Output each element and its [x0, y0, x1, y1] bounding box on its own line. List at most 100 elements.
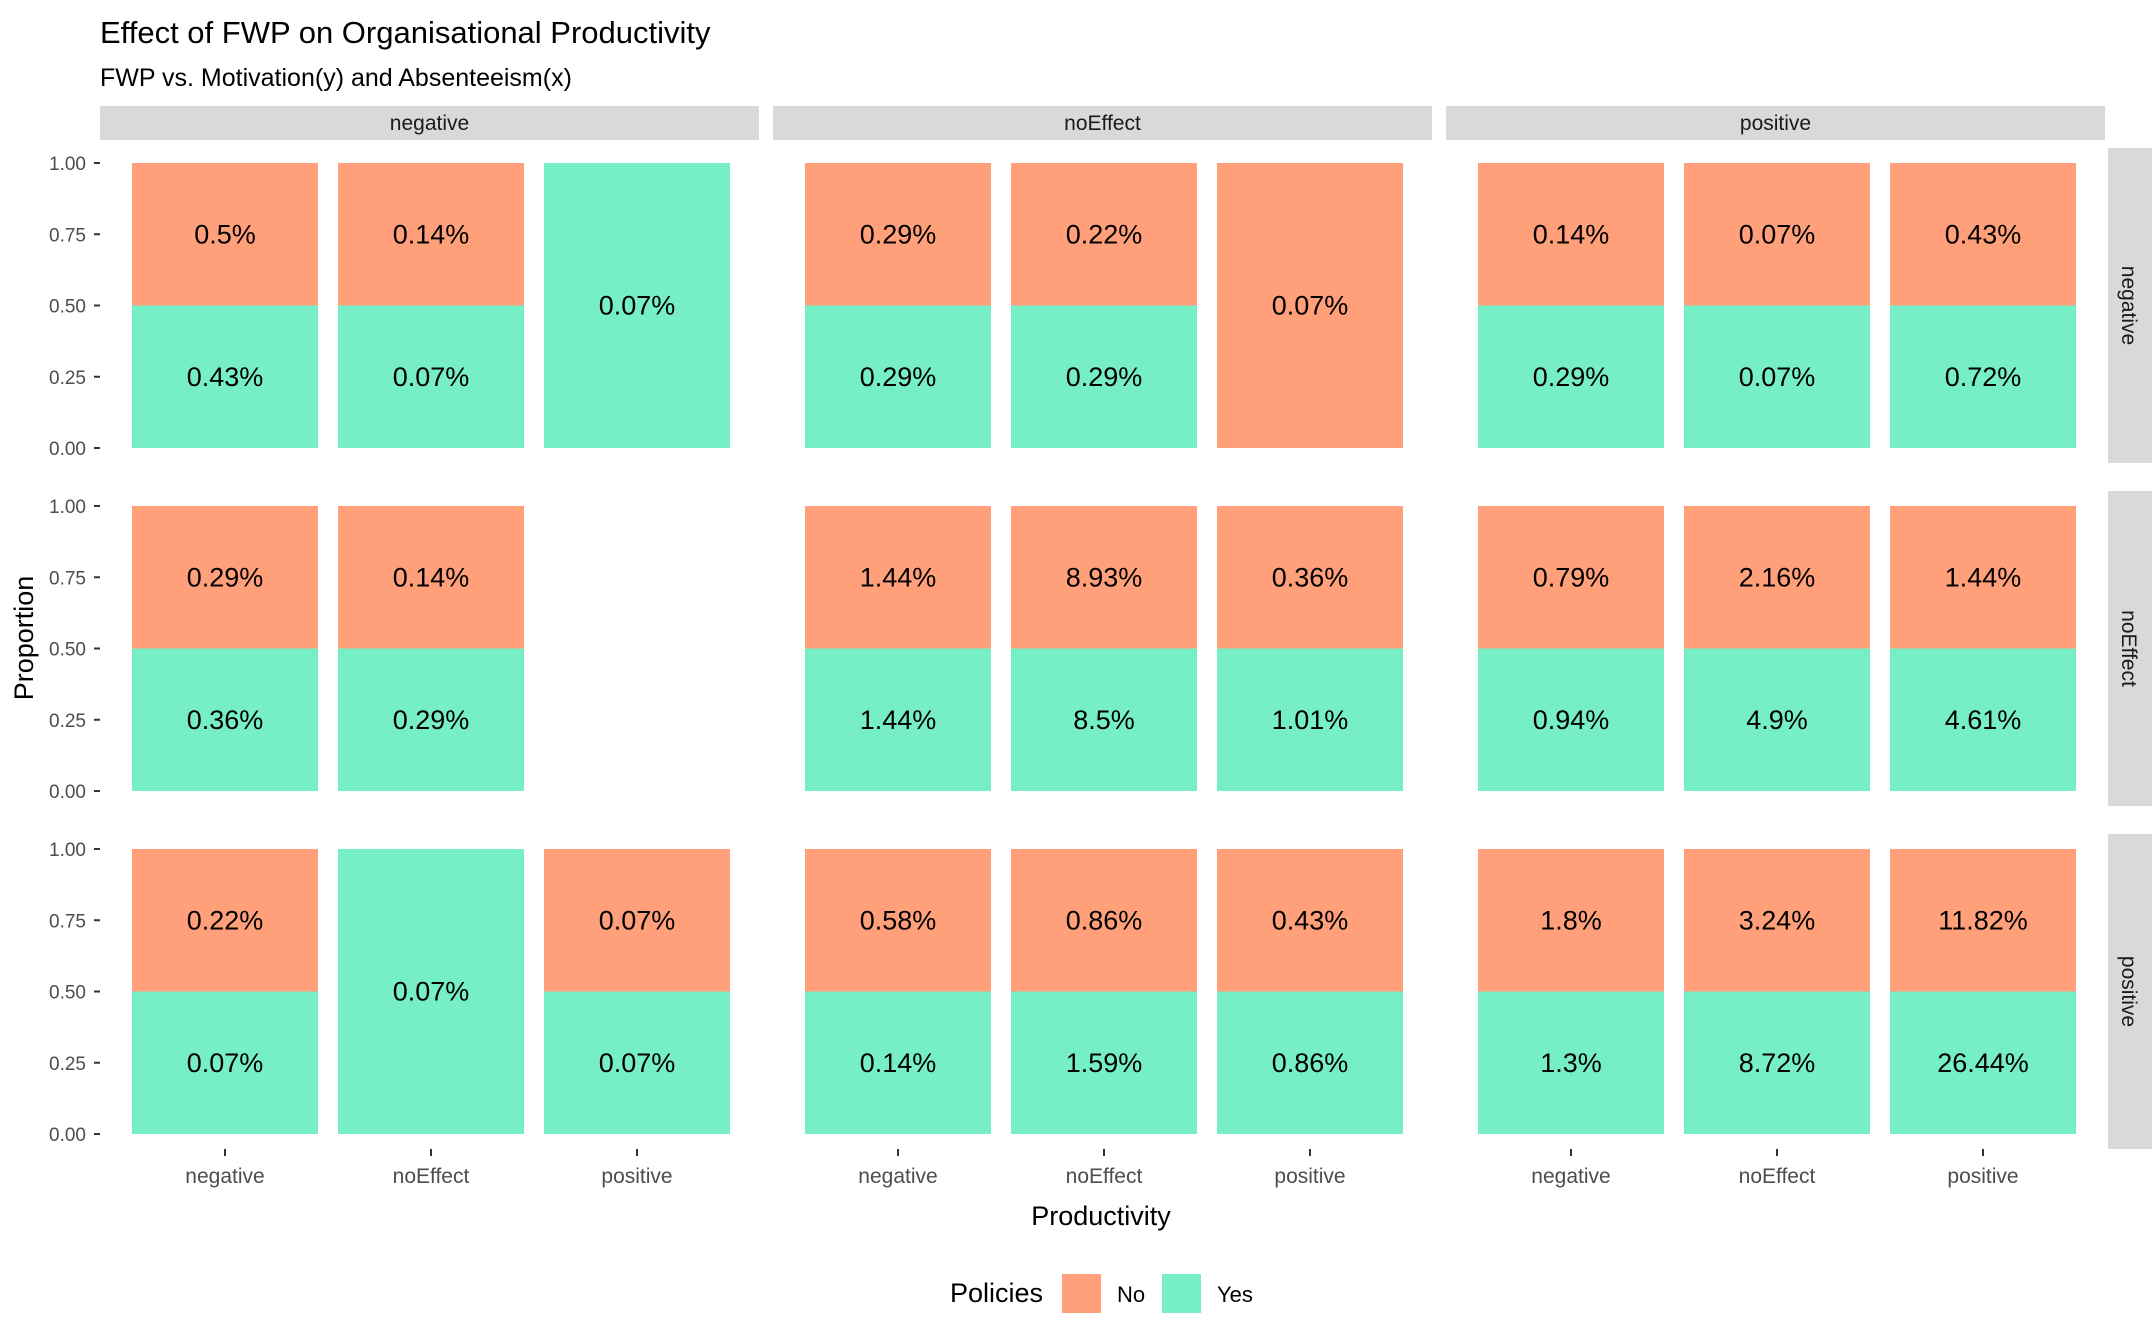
bar-segment-yes	[544, 163, 730, 448]
data-label-no: 0.29%	[860, 219, 937, 249]
y-tick-label: 0.50	[49, 983, 86, 1004]
data-label-yes: 0.29%	[860, 362, 937, 392]
data-label-yes: 0.29%	[1066, 362, 1143, 392]
data-label-no: 1.8%	[1540, 905, 1602, 935]
legend-label-yes: Yes	[1217, 1282, 1253, 1307]
data-label-yes: 0.29%	[393, 705, 470, 735]
data-label-no: 11.82%	[1938, 905, 2028, 935]
bar-segment-yes	[1890, 991, 2076, 1134]
col-strip-label: positive	[1740, 112, 1811, 135]
row-strip-label: noEffect	[2117, 610, 2140, 687]
bar-segment-yes	[1478, 991, 1664, 1134]
data-label-no: 0.5%	[194, 219, 256, 249]
col-strip-negative	[100, 106, 759, 140]
data-label-no: 0.29%	[187, 562, 264, 592]
data-label-no: 2.16%	[1739, 562, 1816, 592]
plot-area: negative noEffect positive negative noEffect…	[49, 106, 2152, 1188]
data-label-yes: 1.01%	[1272, 705, 1349, 735]
y-tick-label: 0.50	[49, 297, 86, 318]
data-label-no: 0.22%	[187, 905, 264, 935]
x-tick-label: negative	[185, 1165, 264, 1188]
x-axis-title: Productivity	[1031, 1201, 1171, 1231]
x-tick-label: positive	[1947, 1165, 2018, 1188]
col-strip-label: negative	[390, 112, 469, 135]
bar-segment-no	[805, 849, 991, 992]
bar-segment-yes	[338, 849, 524, 1134]
bar-segment-no	[1684, 163, 1870, 306]
bar-segment-no	[1890, 849, 2076, 992]
bar-segment-yes	[132, 648, 318, 791]
y-tick-label: 0.75	[49, 568, 86, 589]
data-label-no: 1.44%	[860, 562, 937, 592]
data-label-yes: 1.44%	[860, 705, 937, 735]
data-label-yes: 0.86%	[1272, 1048, 1349, 1078]
row-strip-label: positive	[2117, 956, 2140, 1027]
data-label-yes: 1.59%	[1066, 1048, 1143, 1078]
y-axis-title: Proportion	[9, 576, 39, 701]
col-strip-noEffect	[773, 106, 1432, 140]
data-label-no: 0.07%	[1739, 219, 1816, 249]
bar-segment-no	[132, 163, 318, 306]
x-tick-label: noEffect	[393, 1165, 470, 1188]
bar-segment-yes	[1217, 648, 1403, 791]
data-label-yes: 0.07%	[599, 291, 676, 321]
bar-segment-yes	[1890, 648, 2076, 791]
bar-segment-yes	[1684, 991, 1870, 1134]
data-label-no: 0.79%	[1533, 562, 1610, 592]
legend: Policies No Yes	[950, 1274, 1253, 1313]
bar-segment-no	[1890, 506, 2076, 649]
bar-segment-yes	[338, 648, 524, 791]
bar-segment-no	[544, 849, 730, 992]
bar-segment-yes	[132, 305, 318, 448]
data-label-yes: 0.07%	[393, 977, 470, 1007]
bar-segment-yes	[544, 991, 730, 1134]
y-tick-label: 0.00	[49, 782, 86, 803]
x-tick-label: noEffect	[1066, 1165, 1143, 1188]
bar-segment-no	[805, 163, 991, 306]
bar-segment-no	[1011, 849, 1197, 992]
data-label-yes: 0.29%	[1533, 362, 1610, 392]
data-label-no: 1.44%	[1945, 562, 2022, 592]
data-label-yes: 8.5%	[1073, 705, 1135, 735]
bar-segment-no	[1217, 849, 1403, 992]
row-strip-negative	[2108, 148, 2152, 463]
data-label-no: 3.24%	[1739, 905, 1816, 935]
data-label-no: 0.43%	[1945, 219, 2022, 249]
y-tick-label: 0.75	[49, 225, 86, 246]
y-tick-label: 1.00	[49, 497, 86, 518]
bar-segment-no	[338, 163, 524, 306]
legend-title: Policies	[950, 1278, 1043, 1308]
bar-segment-no	[132, 506, 318, 649]
bar-segment-no	[1011, 506, 1197, 649]
chart-title: Effect of FWP on Organisational Producti…	[100, 15, 711, 50]
data-label-yes: 0.14%	[860, 1048, 937, 1078]
bar-segment-yes	[1011, 305, 1197, 448]
bar-segment-yes	[1478, 305, 1664, 448]
data-label-yes: 0.07%	[187, 1048, 264, 1078]
bar-segment-no	[132, 849, 318, 992]
bar-segment-no	[338, 506, 524, 649]
legend-label-no: No	[1117, 1282, 1145, 1307]
data-label-yes: 0.07%	[599, 1048, 676, 1078]
y-tick-label: 1.00	[49, 840, 86, 861]
data-label-no: 0.86%	[1066, 905, 1143, 935]
data-label-yes: 26.44%	[1937, 1048, 2029, 1078]
y-tick-label: 0.25	[49, 711, 86, 732]
y-tick-label: 0.25	[49, 1054, 86, 1075]
bar-segment-no	[1217, 506, 1403, 649]
bar-segment-no	[1478, 163, 1664, 306]
data-label-yes: 8.72%	[1739, 1048, 1816, 1078]
data-label-yes: 4.61%	[1945, 705, 2022, 735]
bar-segment-no	[1890, 163, 2076, 306]
x-tick-label: positive	[1274, 1165, 1345, 1188]
data-label-no: 0.22%	[1066, 219, 1143, 249]
data-label-no: 0.58%	[860, 905, 937, 935]
bar-segment-no	[1684, 849, 1870, 992]
data-label-no: 0.43%	[1272, 905, 1349, 935]
bar-segment-yes	[1011, 991, 1197, 1134]
bar-segment-no	[1217, 163, 1403, 448]
legend-swatch-no	[1062, 1274, 1101, 1313]
legend-swatch-yes	[1162, 1274, 1201, 1313]
data-label-yes: 0.07%	[393, 362, 470, 392]
